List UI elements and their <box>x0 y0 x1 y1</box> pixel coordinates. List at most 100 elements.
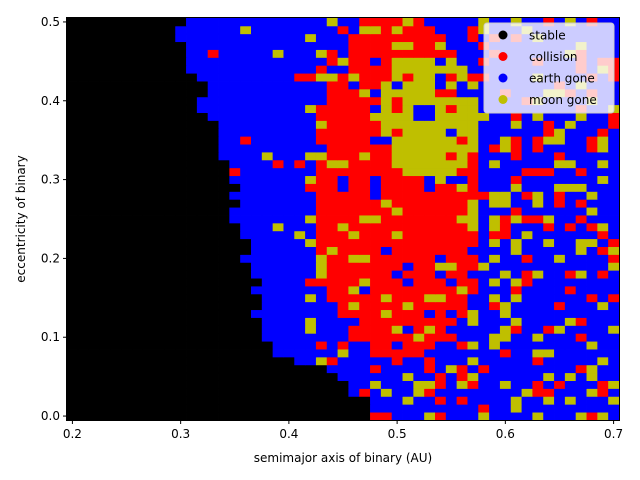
heatmap-cell <box>424 262 436 271</box>
heatmap-cell <box>99 112 111 121</box>
heatmap-cell <box>435 65 447 74</box>
heatmap-cell <box>489 183 501 192</box>
heatmap-cell <box>521 372 533 381</box>
heatmap-cell <box>424 325 436 334</box>
heatmap-cell <box>315 25 328 35</box>
heatmap-cell <box>510 112 522 121</box>
heatmap-cell <box>337 262 349 271</box>
heatmap-cell <box>251 309 263 318</box>
heatmap-cell <box>77 136 90 145</box>
heatmap-cell <box>402 207 414 216</box>
heatmap-cell <box>424 199 436 208</box>
heatmap-cell <box>435 325 447 334</box>
heatmap-cell <box>186 49 198 58</box>
heatmap-cell <box>510 254 522 263</box>
heatmap-cell <box>305 88 317 98</box>
heatmap-cell <box>283 167 295 177</box>
heatmap-cell <box>532 372 544 381</box>
heatmap-cell <box>294 412 306 421</box>
heatmap-cell <box>543 364 555 374</box>
heatmap-cell <box>456 341 468 350</box>
legend-label: collision <box>529 50 577 64</box>
heatmap-cell <box>597 199 609 208</box>
heatmap-cell <box>88 183 100 192</box>
heatmap-cell <box>131 222 144 232</box>
heatmap-cell <box>240 183 252 192</box>
heatmap-cell <box>391 175 403 184</box>
heatmap-cell <box>186 183 198 192</box>
heatmap-cell <box>175 356 187 366</box>
heatmap-cell <box>391 380 403 389</box>
heatmap-cell <box>543 207 555 216</box>
heatmap-cell <box>499 136 512 145</box>
heatmap-cell <box>348 301 360 311</box>
heatmap-cell <box>575 215 587 224</box>
heatmap-cell <box>283 57 295 66</box>
heatmap-cell <box>456 333 468 342</box>
heatmap-cell <box>67 81 79 90</box>
heatmap-cell <box>499 380 512 389</box>
heatmap-cell <box>489 364 501 374</box>
heatmap-cell <box>67 270 79 279</box>
heatmap-cell <box>348 33 360 43</box>
heatmap-cell <box>153 278 165 287</box>
heatmap-cell <box>283 25 295 35</box>
heatmap-cell <box>261 88 274 98</box>
heatmap-cell <box>240 333 252 342</box>
heatmap-cell <box>326 254 338 263</box>
heatmap-cell <box>261 104 274 113</box>
heatmap-cell <box>153 49 165 58</box>
heatmap-cell <box>240 301 252 311</box>
heatmap-cell <box>370 325 382 334</box>
heatmap-cell <box>348 65 360 74</box>
heatmap-cell <box>402 25 414 35</box>
heatmap-cell <box>88 388 100 397</box>
heatmap-cell <box>272 199 284 208</box>
heatmap-cell <box>402 136 414 145</box>
heatmap-cell <box>251 183 263 192</box>
heatmap-cell <box>608 159 620 169</box>
heatmap-cell <box>272 136 284 145</box>
heatmap-cell <box>348 207 360 216</box>
heatmap-cell <box>337 270 349 279</box>
heatmap-cell <box>294 301 306 311</box>
heatmap-cell <box>489 286 501 295</box>
heatmap-cell <box>153 349 165 358</box>
heatmap-cell <box>315 175 328 184</box>
heatmap-cell <box>240 41 252 50</box>
heatmap-cell <box>424 152 436 161</box>
heatmap-cell <box>337 88 349 98</box>
heatmap-cell <box>153 364 165 374</box>
heatmap-cell <box>413 152 425 161</box>
heatmap-cell <box>218 152 230 161</box>
heatmap-cell <box>110 18 122 27</box>
heatmap-cell <box>424 388 436 397</box>
heatmap-cell <box>283 388 295 397</box>
heatmap-cell <box>121 159 133 169</box>
heatmap-cell <box>305 65 317 74</box>
heatmap-cell <box>142 341 154 350</box>
heatmap-cell <box>240 372 252 381</box>
heatmap-cell <box>251 215 263 224</box>
heatmap-cell <box>521 317 533 326</box>
heatmap-cell <box>564 364 577 374</box>
heatmap-cell <box>359 333 371 342</box>
heatmap-cell <box>251 104 263 113</box>
heatmap-cell <box>207 238 219 247</box>
heatmap-cell <box>337 396 349 405</box>
heatmap-cell <box>186 356 198 366</box>
heatmap-cell <box>207 136 219 145</box>
heatmap-cell <box>207 372 219 381</box>
heatmap-cell <box>121 199 133 208</box>
heatmap-cell <box>489 325 501 334</box>
heatmap-cell <box>348 191 360 200</box>
heatmap-cell <box>175 18 187 27</box>
heatmap-cell <box>142 199 154 208</box>
heatmap-cell <box>467 412 479 421</box>
heatmap-cell <box>435 254 447 263</box>
heatmap-cell <box>121 238 133 247</box>
heatmap-cell <box>261 356 274 366</box>
heatmap-cell <box>88 356 100 366</box>
heatmap-cell <box>110 41 122 50</box>
heatmap-cell <box>196 88 209 98</box>
